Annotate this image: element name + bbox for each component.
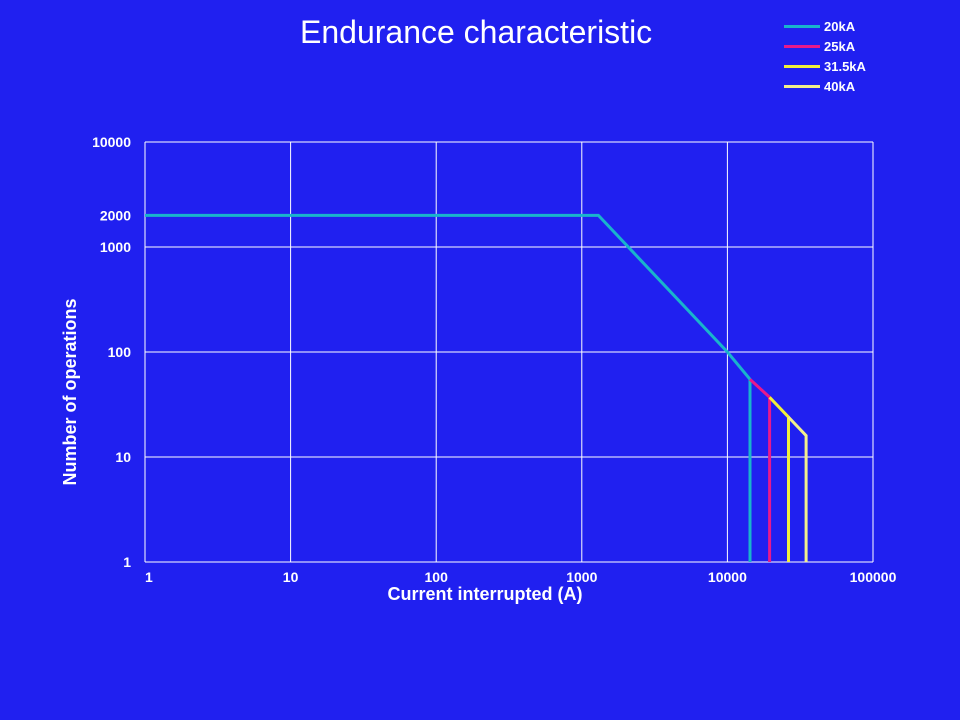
y-tick-label: 1 <box>123 554 131 570</box>
legend-item: 20kA <box>784 16 866 36</box>
legend-swatch <box>784 64 820 68</box>
x-tick-label: 100 <box>425 569 449 585</box>
x-tick-label: 10 <box>283 569 299 585</box>
y-axis-title: Number of operations <box>60 298 80 485</box>
y-tick-label: 1000 <box>100 239 131 255</box>
series-line-40kA <box>787 416 808 562</box>
legend-item: 31.5kA <box>784 56 866 76</box>
x-tick-label: 1 <box>145 569 153 585</box>
legend-label: 40kA <box>824 78 856 94</box>
legend-item: 40kA <box>784 76 866 96</box>
legend-item: 25kA <box>784 36 866 56</box>
legend-swatch <box>784 44 820 48</box>
x-tick-label: 10000 <box>708 569 747 585</box>
x-axis-title: Current interrupted (A) <box>388 584 583 604</box>
legend-label: 20kA <box>824 18 856 34</box>
series-line-25kA <box>748 378 772 562</box>
legend-swatch <box>784 24 820 28</box>
x-tick-label: 100000 <box>850 569 897 585</box>
series-line-20kA <box>145 213 752 562</box>
y-tick-label: 10000 <box>92 134 131 150</box>
series-line-31.5kA <box>768 396 790 562</box>
y-tick-label: 10 <box>115 449 131 465</box>
legend-label: 25kA <box>824 38 856 54</box>
legend-swatch <box>784 84 820 88</box>
y-tick-label: 100 <box>108 344 132 360</box>
legend: 20kA 25kA 31.5kA 40kA <box>784 16 866 96</box>
x-tick-label: 1000 <box>566 569 597 585</box>
y-tick-label: 2000 <box>100 207 131 223</box>
legend-label: 31.5kA <box>824 58 866 74</box>
chart-title: Endurance characteristic <box>300 14 653 50</box>
